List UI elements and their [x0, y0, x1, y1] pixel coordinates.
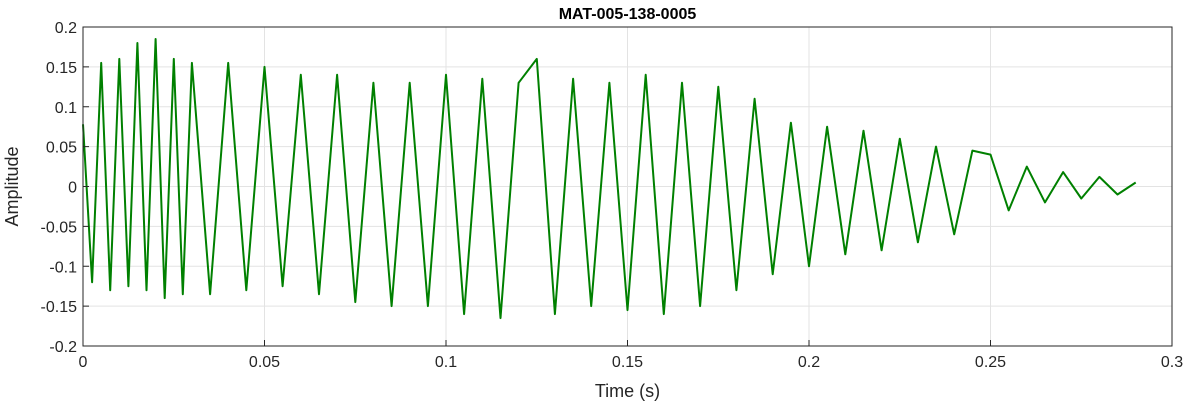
y-tick-label: 0.1 — [55, 100, 77, 117]
x-tick-label: 0.2 — [798, 354, 820, 371]
x-tick-label: 0.05 — [249, 354, 280, 371]
x-tick-label: 0.3 — [1161, 354, 1183, 371]
line-layer — [82, 38, 1137, 320]
y-tick-label: -0.1 — [49, 259, 77, 276]
y-tick-label: 0.2 — [55, 20, 77, 37]
y-tick-label: -0.2 — [49, 339, 77, 356]
y-tick-label: -0.05 — [41, 219, 78, 236]
y-tick-label: 0.15 — [46, 60, 77, 77]
x-tick-label: 0.1 — [435, 354, 457, 371]
x-axis-label: Time (s) — [595, 381, 660, 401]
series-line — [82, 38, 1137, 320]
y-axis-label: Amplitude — [2, 146, 22, 226]
y-tick-label: -0.15 — [41, 299, 78, 316]
x-tick-label: 0.25 — [975, 354, 1006, 371]
y-tick-label: 0.05 — [46, 140, 77, 157]
chart-title: MAT-005-138-0005 — [559, 6, 697, 23]
x-tick-label: 0.15 — [612, 354, 643, 371]
y-tick-label: 0 — [68, 180, 77, 197]
x-tick-label: 0 — [79, 354, 88, 371]
ticks: 0 0.05 0.1 0.15 0.2 0.25 0.30.20.150.10.050-0.… — [41, 20, 1184, 371]
